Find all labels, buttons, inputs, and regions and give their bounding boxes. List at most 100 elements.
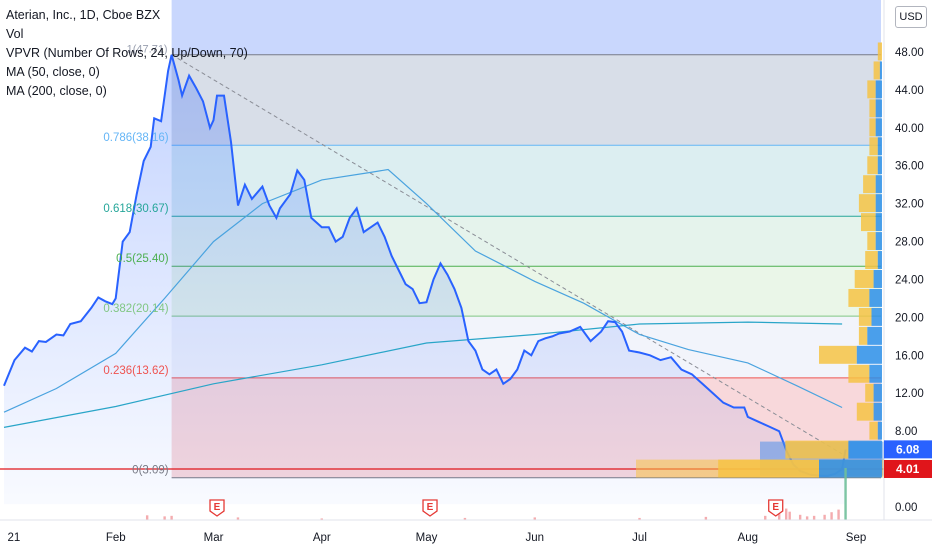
vp-row-up bbox=[863, 175, 876, 194]
vp-row-up bbox=[869, 118, 876, 137]
vp-row-up bbox=[867, 156, 878, 175]
price-tick-label: 8.00 bbox=[895, 426, 917, 438]
vp-row-up bbox=[718, 459, 819, 478]
vp-row-up bbox=[867, 80, 876, 99]
vp-row-down bbox=[875, 232, 882, 251]
vp-row-down bbox=[819, 459, 882, 478]
vp-row-down bbox=[877, 137, 882, 156]
vp-row-down bbox=[877, 251, 882, 269]
earnings-marker[interactable]: E bbox=[768, 499, 784, 517]
price-tick-label: 28.00 bbox=[895, 237, 924, 249]
vp-row-up bbox=[861, 213, 876, 232]
fib-label: 0.786(38.16) bbox=[103, 132, 168, 144]
volume-bar bbox=[812, 515, 816, 520]
legend-title[interactable]: Aterian, Inc., 1D, Cboe BZX bbox=[6, 8, 161, 22]
moving-averages bbox=[3, 168, 843, 428]
vp-row-down bbox=[873, 383, 882, 402]
ma200-line bbox=[3, 321, 843, 428]
time-axis-bg bbox=[0, 520, 932, 550]
price-tick-label: 16.00 bbox=[895, 350, 924, 362]
vp-row-down bbox=[867, 326, 882, 345]
time-tick-label: Aug bbox=[738, 532, 758, 544]
volume-bar bbox=[778, 513, 781, 520]
vp-row-up bbox=[858, 194, 876, 213]
legend-indicator-ma200[interactable]: MA (200, close, 0) bbox=[6, 84, 107, 98]
vp-row-down bbox=[877, 156, 882, 175]
volume-bar bbox=[463, 517, 467, 520]
earnings-badge bbox=[768, 499, 784, 517]
vp-row-down bbox=[869, 364, 882, 383]
legend-indicator-vol[interactable]: Vol bbox=[6, 27, 24, 41]
time-axis[interactable]: 21 Feb Mar Apr May Jun Jul Aug Sep bbox=[0, 519, 932, 550]
vp-row-up bbox=[848, 364, 870, 383]
price-line bbox=[3, 54, 847, 477]
fib-label: 0.382(20.14) bbox=[103, 303, 168, 315]
vp-row-up bbox=[856, 402, 874, 421]
vp-row-up bbox=[858, 307, 872, 326]
fib-label: 0.5(25.40) bbox=[116, 253, 169, 265]
vp-row-up bbox=[877, 42, 882, 61]
time-tick-label: Jul bbox=[632, 532, 647, 544]
volume-bar bbox=[236, 517, 240, 520]
vp-row-up bbox=[867, 232, 876, 251]
earnings-marker[interactable]: E bbox=[422, 499, 438, 517]
vp-row-down bbox=[879, 61, 882, 80]
vp-row-down bbox=[877, 421, 882, 440]
time-tick-label: Mar bbox=[204, 532, 224, 544]
volume-bar bbox=[798, 514, 802, 520]
fib-band bbox=[171, 145, 881, 217]
vp-row-up bbox=[865, 383, 874, 402]
volume-bar bbox=[830, 512, 833, 520]
earnings-label: E bbox=[772, 502, 779, 513]
price-axis[interactable]: 0.004.008.0012.0016.0020.0024.0028.0032.… bbox=[883, 0, 932, 520]
time-tick-label: 21 bbox=[7, 532, 20, 544]
earnings-marker[interactable]: E bbox=[209, 499, 225, 517]
vp-row-up bbox=[865, 251, 878, 269]
price-area-fill bbox=[4, 54, 846, 505]
volume-bar bbox=[533, 517, 536, 520]
vp-row-down bbox=[875, 213, 882, 232]
price-tick-label: 44.00 bbox=[895, 85, 924, 97]
vp-row-down bbox=[875, 175, 882, 194]
volume-bar bbox=[764, 515, 767, 520]
price-axis-bg bbox=[884, 0, 932, 520]
currency-button[interactable]: USD bbox=[895, 6, 927, 28]
vp-row-up bbox=[819, 345, 857, 364]
vp-row-down bbox=[869, 288, 882, 307]
legend-indicator-vpvr[interactable]: VPVR (Number Of Rows, 24, Up/Down, 70) bbox=[6, 46, 248, 60]
volume-bar bbox=[163, 516, 166, 520]
vp-row-down bbox=[875, 80, 882, 99]
fib-label: 0.618(30.67) bbox=[103, 203, 168, 215]
vp-row-up bbox=[869, 421, 878, 440]
price-tick-label: 24.00 bbox=[895, 274, 924, 286]
price-tick-label: 20.00 bbox=[895, 312, 924, 324]
price-badge-bg bbox=[884, 459, 932, 478]
volume-bars bbox=[145, 468, 847, 520]
fib-top-label: 1(47.71) bbox=[127, 44, 168, 56]
price-tick-label: 36.00 bbox=[895, 161, 924, 173]
vp-row-up bbox=[848, 288, 870, 307]
vp-row-up bbox=[858, 326, 868, 345]
time-tick-label: Apr bbox=[313, 532, 331, 544]
price-badge-bg bbox=[884, 440, 932, 459]
time-tick-label: May bbox=[416, 532, 438, 544]
volume-profile bbox=[718, 42, 882, 478]
fib-label: 0(3.09) bbox=[132, 465, 169, 477]
earnings-label: E bbox=[427, 502, 434, 513]
price-area bbox=[4, 54, 846, 505]
ma50-line bbox=[3, 168, 843, 413]
vp-row-down bbox=[873, 270, 882, 288]
volume-bar bbox=[145, 515, 149, 520]
volume-bar bbox=[823, 514, 826, 520]
legend-indicator-ma50[interactable]: MA (50, close, 0) bbox=[6, 65, 100, 79]
price-tick-label: 0.00 bbox=[895, 502, 917, 514]
volume-bar bbox=[805, 516, 809, 520]
volume-bar bbox=[320, 518, 323, 520]
vp-row-down bbox=[875, 194, 882, 213]
vp-row-down bbox=[873, 402, 882, 421]
volume-bar bbox=[844, 468, 847, 520]
price-badge-label: 4.01 bbox=[896, 462, 920, 476]
volume-bar bbox=[784, 508, 788, 520]
